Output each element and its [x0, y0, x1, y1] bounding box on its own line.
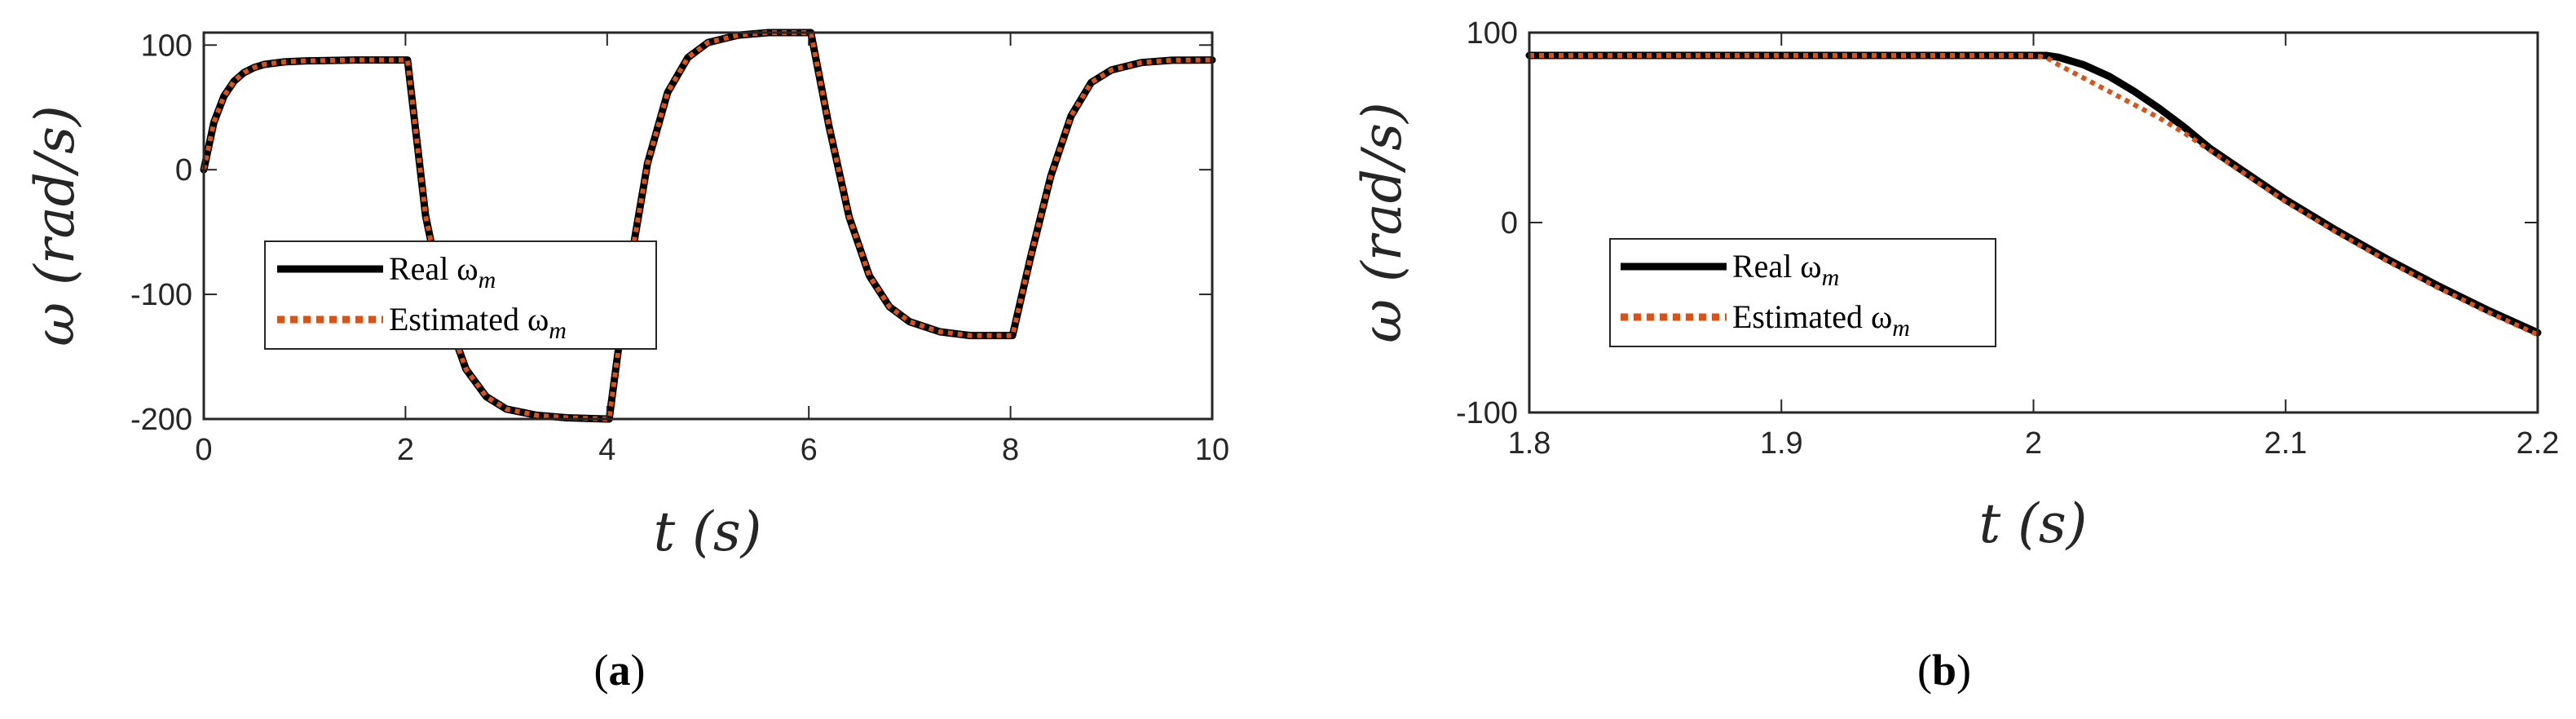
- x-tick-label-a: 6: [801, 433, 818, 467]
- y-tick-label-b: -100: [1456, 396, 1518, 430]
- legend-b: Real ωm Estimated ωm: [1609, 238, 1996, 347]
- panel-label-a: (a): [594, 646, 646, 695]
- y-axis-label-b: ω (rad/s): [1351, 102, 1414, 343]
- y-tick-label-b: 0: [1501, 206, 1518, 240]
- y-tick-label-b: 100: [1467, 16, 1518, 51]
- plot-area-b: 1.8 1.9 2 2.1 2.2 -100 0 100: [1456, 16, 2559, 461]
- legend-label-estimated-b: Estimated ωm: [1732, 298, 1910, 342]
- x-tick-label-a: 0: [195, 433, 212, 467]
- series-line-real-a: [200, 29, 1216, 423]
- legend-box-b: [1609, 238, 1996, 347]
- legend-box-a: [264, 240, 657, 350]
- y-tick-label-a: 0: [175, 153, 192, 187]
- series-group-a: [200, 29, 1216, 423]
- legend-label-real-b: Real ωm: [1732, 248, 1839, 291]
- x-tick-label-a: 4: [598, 433, 615, 467]
- x-tick-label-b: 2: [2025, 426, 2042, 461]
- ticks-a: 0 2 4 6 8 10 -200 -100 0 100: [130, 29, 1229, 467]
- y-tick-label-a: -200: [130, 403, 192, 437]
- x-tick-label-a: 2: [397, 433, 414, 467]
- y-axis-label-a: ω (rad/s): [24, 105, 86, 346]
- series-line-estimated-b: [1529, 53, 2539, 337]
- series-line-estimated-a: [201, 30, 1213, 421]
- axes-box-b: [1528, 31, 2539, 414]
- legend-label-estimated-a: Estimated ωm: [389, 301, 567, 344]
- ticks-b: 1.8 1.9 2 2.1 2.2 -100 0 100: [1456, 16, 2559, 461]
- panel-label-b: (b): [1917, 646, 1971, 695]
- legend-label-real-a: Real ωm: [389, 250, 496, 293]
- legend-a: Real ωm Estimated ωm: [264, 240, 657, 350]
- y-tick-label-a: 100: [141, 29, 192, 63]
- x-tick-label-b: 1.8: [1508, 426, 1551, 461]
- x-tick-label-a: 10: [1195, 433, 1229, 467]
- x-axis-label-a: t (s): [654, 501, 762, 563]
- chart-panel-a: 0 2 4 6 8 10 -200 -100 0 100 Real ωm Estimated ωm…: [24, 29, 1229, 695]
- x-tick-label-a: 8: [1002, 433, 1019, 467]
- axes-box-a: [202, 31, 1214, 421]
- y-tick-label-a: -100: [130, 278, 192, 312]
- x-tick-label-b: 2.2: [2516, 426, 2560, 461]
- x-tick-label-b: 2.1: [2264, 426, 2307, 461]
- chart-panel-b: 1.8 1.9 2 2.1 2.2 -100 0 100 Real ωm Estimated …: [1351, 16, 2559, 695]
- plot-area-a: 0 2 4 6 8 10 -200 -100 0 100: [130, 29, 1229, 467]
- series-group-b: [1525, 51, 2542, 337]
- x-tick-label-b: 1.9: [1760, 426, 1803, 461]
- x-axis-label-b: t (s): [1979, 492, 2088, 555]
